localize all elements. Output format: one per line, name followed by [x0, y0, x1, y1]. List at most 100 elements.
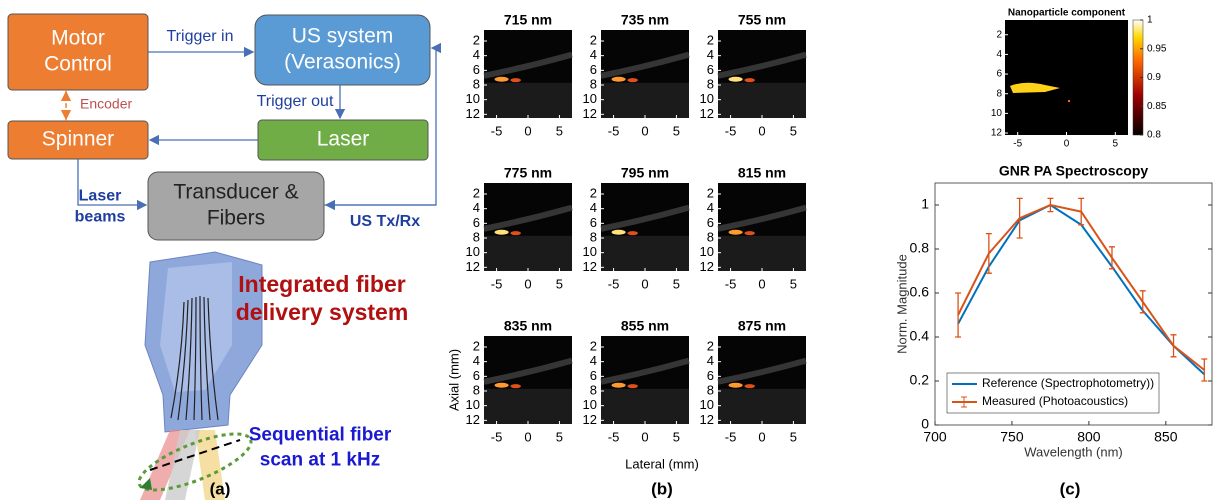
tissue-texture [601, 83, 689, 118]
panel-label: (a) [210, 479, 231, 498]
x-tick-label: -5 [491, 429, 503, 444]
x-tick-label: 5 [556, 276, 563, 291]
image-title: 835 nm [504, 318, 552, 334]
y-tick-label: 2 [473, 338, 480, 353]
colorbar-tick-label: 0.9 [1147, 72, 1161, 83]
x-tick-label: -5 [491, 276, 503, 291]
y-tick-label: 12 [700, 259, 714, 274]
y-tick-label: 8 [473, 229, 480, 244]
y-tick-label: 1 [921, 196, 929, 212]
y-tick-label: 12 [583, 106, 597, 121]
edge-label: Trigger out [257, 93, 334, 110]
x-tick-label: -5 [608, 429, 620, 444]
image-title: 735 nm [621, 12, 669, 28]
y-tick-label: 8 [707, 229, 714, 244]
edge-label: Encoder [80, 96, 132, 112]
image-title: 875 nm [738, 318, 786, 334]
legend-label: Reference (Spectrophotometry)) [982, 376, 1154, 390]
signal [627, 78, 638, 82]
image-panel [484, 183, 572, 271]
x-tick-label: 5 [673, 276, 680, 291]
signal [495, 383, 509, 388]
y-tick-label: 0.4 [910, 328, 930, 344]
y-tick-label: 4 [707, 353, 714, 368]
x-tick-label: 0 [641, 276, 648, 291]
colorbar-tick-label: 0.85 [1147, 101, 1167, 112]
x-tick-label: 5 [556, 429, 563, 444]
y-tick-label: 0.8 [910, 240, 930, 256]
y-tick-label: 6 [473, 368, 480, 383]
signal [744, 78, 755, 82]
node-label: Control [44, 53, 112, 76]
signal [627, 384, 638, 388]
y-tick-label: 10 [700, 397, 714, 412]
x-tick-label: 0 [1064, 139, 1070, 150]
y-tick-label: 6 [996, 69, 1002, 80]
tissue-texture [484, 236, 572, 271]
tissue-texture [718, 83, 806, 118]
signal [510, 78, 521, 82]
x-tick-label: -5 [608, 276, 620, 291]
y-tick-label: 2 [707, 32, 714, 47]
image-title: 715 nm [504, 12, 552, 28]
x-tick-label: 5 [790, 123, 797, 138]
tissue-texture [484, 83, 572, 118]
x-tick-label: -5 [725, 276, 737, 291]
image-panel [484, 30, 572, 118]
image-title: 755 nm [738, 12, 786, 28]
x-tick-label: -5 [491, 123, 503, 138]
x-tick-label: 5 [673, 123, 680, 138]
y-tick-label: 12 [700, 412, 714, 427]
image-title: 795 nm [621, 165, 669, 181]
y-tick-label: 12 [583, 259, 597, 274]
y-tick-label: 2 [707, 185, 714, 200]
image-panel [484, 336, 572, 424]
image-title: 855 nm [621, 318, 669, 334]
edge-label: Laser [79, 188, 122, 205]
signal [612, 230, 626, 235]
image-panel [718, 336, 806, 424]
y-tick-label: 10 [991, 108, 1003, 119]
signal [495, 77, 509, 82]
signal [612, 383, 626, 388]
x-tick-label: 750 [1000, 429, 1024, 445]
figure: (a)(b)(c)MotorControlUS system(Verasonic… [0, 0, 1222, 503]
signal [744, 384, 755, 388]
y-tick-label: 10 [466, 244, 480, 259]
y-tick-label: 10 [466, 397, 480, 412]
y-tick-label: 10 [583, 397, 597, 412]
legend-label: Measured (Photoacoustics) [982, 394, 1128, 408]
x-tick-label: 0 [524, 276, 531, 291]
x-tick-label: 0 [524, 429, 531, 444]
x-tick-label: -5 [725, 429, 737, 444]
y-tick-label: 4 [996, 49, 1002, 60]
y-tick-label: 4 [473, 47, 480, 62]
y-tick-label: 0.6 [910, 284, 930, 300]
y-tick-label: 2 [707, 338, 714, 353]
node-label: Spinner [42, 128, 114, 151]
y-tick-label: 12 [700, 106, 714, 121]
caption: delivery system [236, 299, 409, 325]
colorbar-tick-label: 0.8 [1147, 130, 1161, 141]
tissue-texture [601, 236, 689, 271]
y-tick-label: 8 [590, 76, 597, 91]
axis-label: Wavelength (nm) [1024, 444, 1123, 459]
y-tick-label: 4 [473, 353, 480, 368]
panel-label: (c) [1060, 479, 1081, 498]
x-tick-label: 0 [524, 123, 531, 138]
x-tick-label: 700 [923, 429, 947, 445]
x-tick-label: 0 [758, 123, 765, 138]
caption: Sequential fiber [249, 425, 392, 446]
y-tick-label: 8 [590, 382, 597, 397]
y-tick-label: 12 [991, 128, 1003, 139]
y-tick-label: 6 [590, 215, 597, 230]
signal [510, 231, 521, 235]
signal [627, 231, 638, 235]
image-title: 815 nm [738, 165, 786, 181]
tissue-texture [718, 389, 806, 424]
node-label: Laser [317, 128, 370, 151]
tissue-texture [484, 389, 572, 424]
y-tick-label: 10 [700, 244, 714, 259]
y-tick-label: 6 [707, 62, 714, 77]
tissue-texture [601, 389, 689, 424]
